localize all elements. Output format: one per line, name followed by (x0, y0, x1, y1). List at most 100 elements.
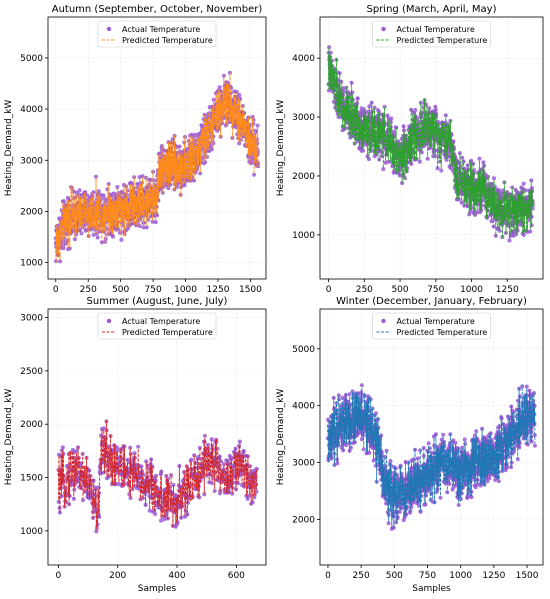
legend-label-predicted: Predicted Temperature (122, 328, 213, 337)
y-tick-label: 1000 (20, 527, 43, 537)
actual-point (398, 463, 403, 468)
x-tick-label: 250 (356, 285, 373, 295)
actual-point (441, 432, 446, 437)
actual-point (460, 155, 465, 160)
y-tick-label: 4000 (20, 105, 43, 115)
legend-label-actual: Actual Temperature (122, 25, 200, 34)
actual-point (438, 495, 443, 500)
y-tick-label: 1000 (292, 231, 315, 241)
actual-point (474, 429, 479, 434)
panel-title: Spring (March, April, May) (367, 4, 497, 15)
y-tick-label: 3000 (292, 113, 315, 123)
legend: Actual Temperature Predicted Temperature (97, 312, 217, 340)
y-axis-label: Heating_Demand_kW (276, 100, 286, 197)
x-tick-label: 200 (109, 571, 126, 581)
actual-point (61, 199, 66, 204)
actual-point (419, 150, 424, 155)
actual-point (111, 234, 115, 239)
actual-point (347, 392, 352, 397)
actual-point (81, 498, 85, 503)
actual-point (477, 156, 482, 161)
plot-frame (47, 308, 267, 566)
x-tick-label: 0 (326, 285, 332, 295)
actual-point (402, 128, 407, 133)
actual-point (217, 85, 222, 90)
legend-label-actual: Actual Temperature (122, 317, 200, 326)
y-tick-label: 2000 (20, 207, 43, 217)
actual-point (153, 220, 158, 225)
y-tick-label: 4000 (292, 54, 315, 64)
legend-label-predicted: Predicted Temperature (397, 36, 488, 45)
panel-2: 0 250 500 750 1000 1250 1000 2000 3000 4000 Spring… (276, 4, 544, 295)
actual-point (60, 445, 65, 450)
y-tick-label: 1000 (20, 259, 43, 269)
x-tick-label: 0 (56, 571, 62, 581)
x-tick-label: 750 (427, 285, 444, 295)
actual-point (507, 238, 512, 243)
actual-point (153, 512, 158, 516)
actual-point (61, 246, 66, 251)
panel-title: Autumn (September, October, November) (52, 4, 263, 15)
x-tick-label: 400 (168, 571, 185, 581)
x-tick-label: 1250 (207, 285, 230, 295)
actual-point (426, 441, 431, 446)
actual-point (413, 108, 418, 112)
y-tick-label: 5000 (20, 54, 43, 64)
x-tick-label: 1000 (460, 285, 483, 295)
actual-point (462, 437, 467, 442)
actual-point (136, 444, 141, 449)
actual-point (202, 433, 207, 438)
x-tick-label: 1500 (239, 285, 262, 295)
y-tick-label: 2500 (20, 367, 43, 377)
legend-marker-actual (381, 26, 386, 32)
predicted-line (55, 71, 259, 263)
actual-point (528, 229, 533, 234)
panel-3: 0 200 400 600 1000 1500 2000 2500 3000 Summer (Au… (4, 296, 267, 594)
actual-point (212, 489, 217, 493)
actual-point (492, 176, 496, 181)
x-tick-label: 600 (228, 571, 245, 581)
y-tick-label: 3000 (20, 314, 43, 324)
actual-point (359, 383, 364, 388)
panel-4: 0 250 500 750 1000 1250 15002000300040005000Wi… (276, 296, 544, 594)
actual-point (439, 168, 444, 173)
actual-point (72, 237, 77, 242)
x-tick-label: 0 (53, 285, 59, 295)
plot-frame (47, 16, 267, 280)
x-tick-label: 1250 (496, 285, 519, 295)
y-tick-label: 1500 (20, 474, 43, 484)
y-tick-label: 2000 (20, 420, 43, 430)
actual-point (177, 144, 182, 149)
y-tick-label: 3000 (20, 156, 43, 166)
actual-point (456, 503, 461, 507)
y-axis-label: Heating_Demand_kW (4, 100, 14, 197)
actual-point (58, 259, 63, 264)
actual-point (388, 459, 393, 463)
legend-label-actual: Actual Temperature (397, 25, 475, 34)
x-tick-label: 750 (145, 285, 162, 295)
actual-point (381, 167, 386, 172)
x-tick-label: 250 (80, 285, 97, 295)
legend: Actual Temperature Predicted Temperature (97, 20, 217, 48)
actual-point (361, 447, 366, 452)
legend-label-predicted: Predicted Temperature (122, 36, 213, 45)
predicted-line (328, 45, 534, 240)
actual-point (386, 521, 391, 526)
x-tick-label: 1000 (174, 285, 197, 295)
actual-point (119, 237, 124, 242)
panel-1: 0 250 500 750 1000 1250 1500 1000 2000 3000 4000 50… (4, 4, 267, 295)
actual-point (189, 457, 194, 462)
actual-point (96, 485, 101, 490)
x-tick-label: 500 (391, 285, 408, 295)
y-axis-label: Heating_Demand_kW (4, 389, 14, 486)
legend-marker-actual (106, 318, 112, 324)
x-tick-label: 500 (112, 285, 129, 295)
y-tick-label: 2000 (292, 172, 315, 182)
actual-point (115, 445, 120, 450)
legend: Actual Temperature Predicted Temperature (372, 20, 491, 48)
x-axis-label: Samples (138, 584, 177, 594)
actual-point (144, 225, 149, 230)
panel-title: Summer (August, June, July) (87, 296, 228, 307)
actual-point (367, 450, 372, 455)
